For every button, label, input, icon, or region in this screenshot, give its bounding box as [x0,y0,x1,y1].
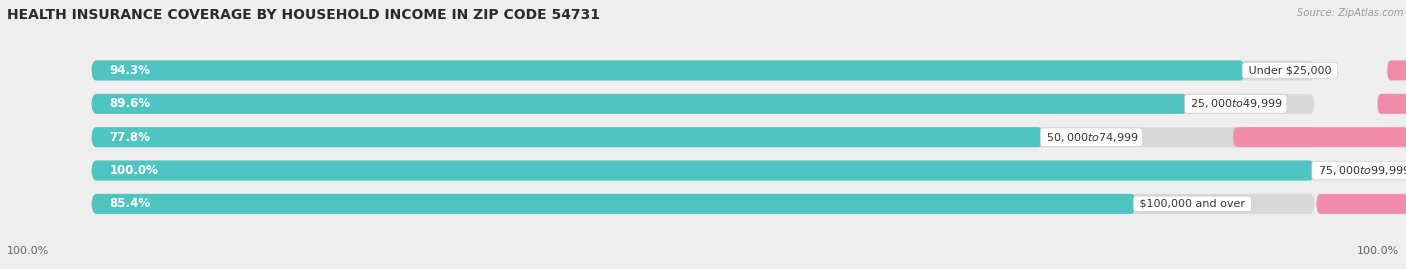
FancyBboxPatch shape [1378,94,1406,114]
Text: Source: ZipAtlas.com: Source: ZipAtlas.com [1296,8,1403,18]
FancyBboxPatch shape [91,161,1315,180]
Text: $75,000 to $99,999: $75,000 to $99,999 [1315,164,1406,177]
FancyBboxPatch shape [91,61,1315,80]
FancyBboxPatch shape [1233,127,1406,147]
Text: 100.0%: 100.0% [7,246,49,256]
FancyBboxPatch shape [91,94,1315,114]
FancyBboxPatch shape [91,194,1136,214]
FancyBboxPatch shape [91,194,1315,214]
FancyBboxPatch shape [1316,194,1406,214]
FancyBboxPatch shape [91,161,1315,180]
Text: $50,000 to $74,999: $50,000 to $74,999 [1043,131,1140,144]
FancyBboxPatch shape [1388,61,1406,80]
Text: $100,000 and over: $100,000 and over [1136,199,1249,209]
FancyBboxPatch shape [91,127,1043,147]
Text: 85.4%: 85.4% [110,197,150,210]
Text: 89.6%: 89.6% [110,97,150,110]
FancyBboxPatch shape [91,61,1244,80]
Text: 100.0%: 100.0% [110,164,159,177]
FancyBboxPatch shape [91,127,1315,147]
Text: 77.8%: 77.8% [110,131,150,144]
FancyBboxPatch shape [91,94,1188,114]
Text: Under $25,000: Under $25,000 [1244,65,1334,76]
Text: HEALTH INSURANCE COVERAGE BY HOUSEHOLD INCOME IN ZIP CODE 54731: HEALTH INSURANCE COVERAGE BY HOUSEHOLD I… [7,8,600,22]
Text: $25,000 to $49,999: $25,000 to $49,999 [1188,97,1284,110]
Text: 94.3%: 94.3% [110,64,150,77]
Text: 100.0%: 100.0% [1357,246,1399,256]
